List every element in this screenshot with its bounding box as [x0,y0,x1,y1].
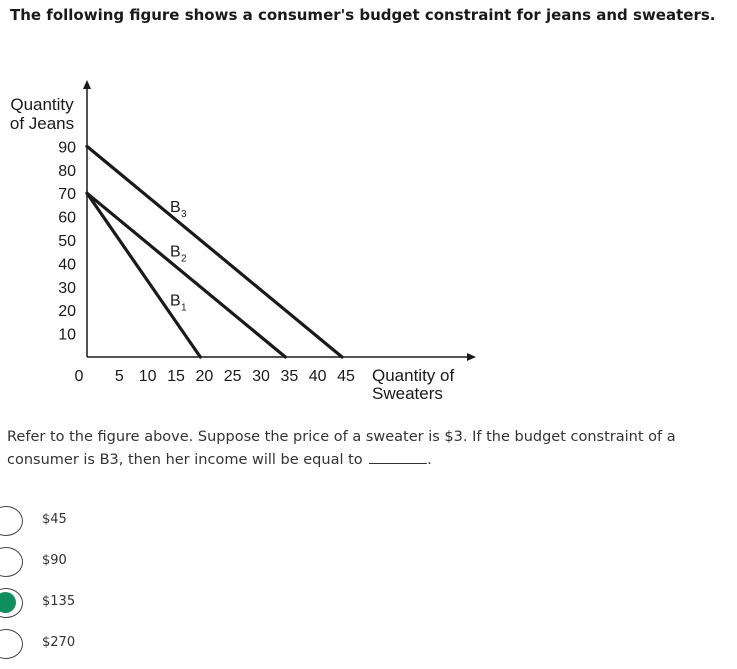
series-labels: B 1B 2B 3 [170,199,187,314]
series-label: B [170,199,181,216]
series-label-subscript: 2 [181,253,187,264]
y-tick-labels: 10 20 30 40 50 60 70 80 90 [58,139,76,343]
option-label: $45 [42,512,67,527]
answer-blank [369,449,428,464]
question-suffix: . [427,452,432,468]
option-270[interactable]: $270 [0,628,300,669]
question-body: Refer to the figure above. Suppose the p… [7,429,676,468]
y-tick-label: 20 [58,303,76,320]
origin-label: 0 [75,368,84,385]
budget-line-b1 [85,191,202,359]
question-title: The following figure shows a consumer's … [10,6,716,24]
x-axis-label: Quantity of [372,366,454,385]
option-135[interactable]: $135 [0,587,300,628]
y-tick-label: 50 [58,233,76,250]
y-tick-label: 30 [58,280,76,297]
x-tick-label: 35 [280,368,298,385]
y-axis-arrow [83,80,91,89]
budget-line-b3 [85,144,344,359]
y-tick-label: 90 [58,139,76,156]
y-tick-label: 70 [58,186,76,203]
x-tick-label: 45 [337,368,355,385]
budget-lines [85,144,344,359]
radio-button[interactable] [0,629,23,659]
answer-options: $45 $90 $135 $270 [0,505,300,669]
x-axis-arrow [467,353,476,361]
chart-axes [83,80,476,361]
x-tick-labels: 0 5 10 15 20 25 30 35 40 45 [75,368,355,385]
series-label: B [170,293,181,310]
x-tick-label: 25 [224,368,242,385]
radio-button[interactable] [0,588,23,618]
y-axis-label: of Jeans [10,114,74,133]
series-label-subscript: 3 [181,209,187,220]
x-tick-label: 15 [167,368,185,385]
y-tick-label: 80 [58,163,76,180]
budget-line-b2 [85,191,287,359]
series-label: B [170,243,181,260]
y-axis-label: Quantity [10,95,74,114]
y-tick-label: 40 [58,256,76,273]
radio-button[interactable] [0,547,23,577]
radio-button[interactable] [0,506,23,536]
x-axis-label: Sweaters [372,384,443,403]
x-tick-label: 20 [195,368,213,385]
question-text: Refer to the figure above. Suppose the p… [7,426,735,472]
option-label: $90 [42,553,67,568]
x-tick-label: 10 [139,368,157,385]
option-label: $270 [42,635,76,650]
option-45[interactable]: $45 [0,505,300,546]
y-tick-label: 10 [58,327,76,344]
x-tick-label: 30 [252,368,270,385]
option-90[interactable]: $90 [0,546,300,587]
series-label-subscript: 1 [181,303,187,314]
y-tick-label: 60 [58,210,76,227]
x-tick-label: 40 [309,368,327,385]
option-label: $135 [42,594,76,609]
x-tick-label: 5 [115,368,124,385]
